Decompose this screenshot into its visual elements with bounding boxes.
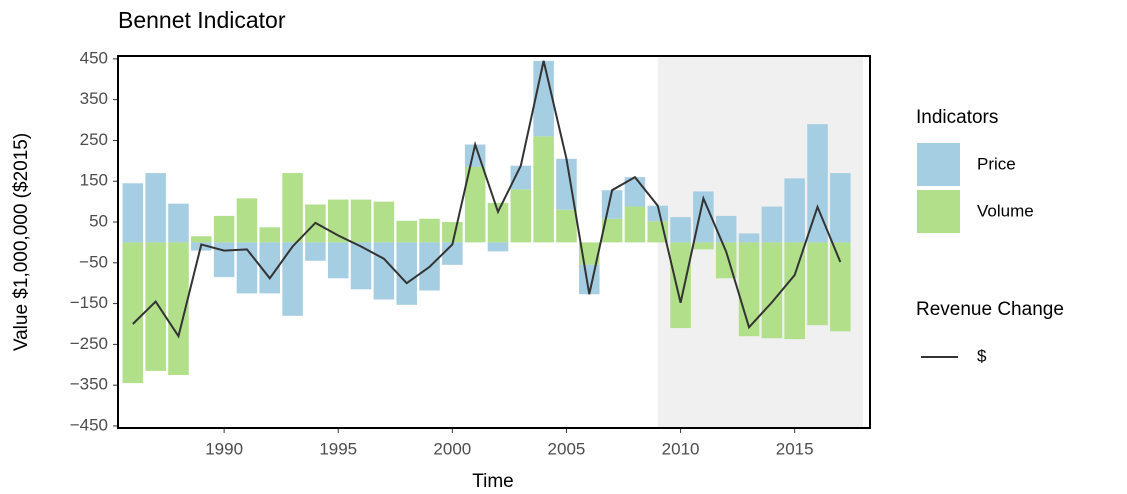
bar: [761, 206, 783, 243]
bar: [373, 242, 395, 300]
bar: [510, 189, 532, 243]
x-tick-label: 2015: [776, 439, 814, 458]
bar: [213, 215, 235, 243]
y-tick-label: −50: [79, 252, 108, 271]
bar: [556, 209, 577, 243]
bar: [442, 222, 463, 243]
bar: [259, 242, 281, 294]
bar: [807, 124, 828, 243]
bar: [693, 191, 714, 243]
y-tick-label: 150: [80, 171, 108, 190]
bar: [738, 233, 760, 243]
legend-title: Indicators: [916, 107, 998, 128]
bar: [305, 242, 326, 261]
chart-title: Bennet Indicator: [118, 7, 286, 33]
bar: [259, 227, 281, 243]
bar: [122, 183, 144, 243]
bar: [350, 242, 372, 290]
bar: [122, 242, 144, 384]
bar: [327, 242, 349, 279]
x-axis-label: Time: [472, 471, 514, 492]
y-tick-label: −350: [70, 375, 108, 394]
y-axis-label: Value $1,000,000 ($2015): [11, 133, 32, 351]
legend-swatch: [917, 190, 960, 233]
bar: [647, 205, 669, 222]
bar: [282, 173, 303, 243]
bar: [487, 202, 509, 243]
legend-swatch: [917, 143, 960, 186]
bar: [556, 158, 577, 210]
bar: [396, 220, 417, 243]
bar: [168, 242, 189, 375]
y-tick-label: 250: [80, 130, 108, 149]
y-tick-label: 450: [80, 48, 108, 67]
legend-label: Price: [977, 154, 1016, 173]
x-tick-label: 2005: [548, 439, 586, 458]
legend-title: Revenue Change: [916, 299, 1064, 320]
x-tick-label: 1995: [319, 439, 357, 458]
bar: [350, 199, 372, 243]
y-tick-label: 50: [89, 211, 108, 230]
plot-border: [117, 55, 871, 429]
bar: [784, 242, 805, 340]
bar: [442, 242, 463, 265]
x-tick-label: 1990: [205, 439, 243, 458]
x-tick-label: 2000: [433, 439, 471, 458]
bar: [601, 218, 623, 243]
legend-label: Volume: [977, 201, 1034, 220]
bar: [396, 242, 417, 305]
bar: [624, 206, 646, 243]
bar: [282, 242, 303, 316]
bar: [784, 178, 805, 243]
bar: [464, 166, 486, 243]
bar: [145, 242, 166, 371]
revenue-line: [132, 60, 842, 339]
bar: [236, 198, 258, 243]
bar: [145, 173, 166, 243]
bar: [168, 203, 189, 243]
bar: [487, 242, 509, 252]
bar: [670, 242, 691, 329]
bar: [830, 242, 851, 332]
bar: [693, 242, 714, 250]
bar: [533, 60, 554, 137]
bar: [830, 173, 851, 243]
bar: [419, 218, 440, 243]
y-tick-label: −150: [70, 293, 108, 312]
bar: [510, 165, 532, 190]
bar: [738, 242, 760, 337]
bar: [191, 236, 212, 243]
bar: [761, 242, 783, 339]
bar: [670, 217, 691, 243]
bar: [373, 201, 395, 243]
bar: [807, 242, 828, 326]
highlight-region: [657, 56, 864, 428]
y-tick-label: −450: [70, 415, 108, 434]
x-tick-label: 2010: [662, 439, 700, 458]
y-tick-label: 350: [80, 89, 108, 108]
bar: [533, 136, 554, 243]
legend-label: $: [977, 346, 987, 365]
bar: [715, 215, 737, 243]
y-tick-label: −250: [70, 334, 108, 353]
